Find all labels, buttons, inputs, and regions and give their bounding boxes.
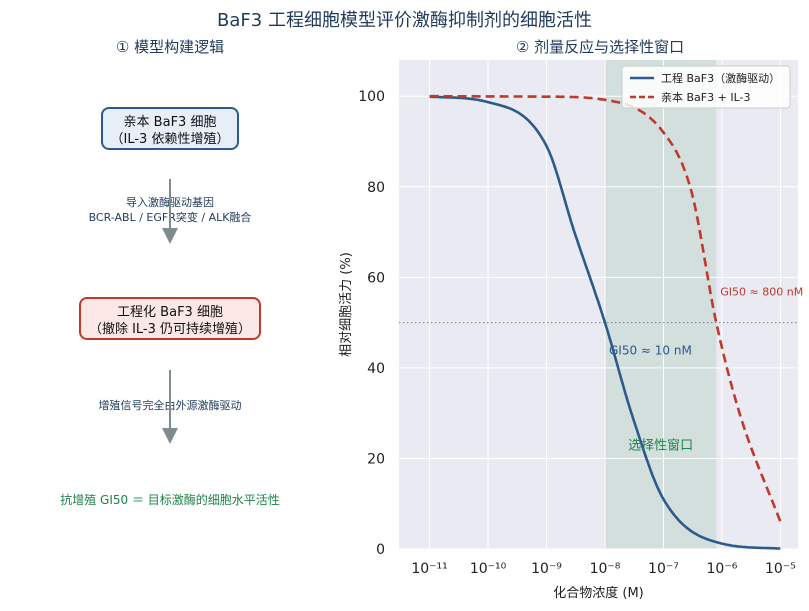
selectivity-window — [604, 60, 717, 549]
right-panel-subtitle: ② 剂量反应与选择性窗口 — [515, 38, 685, 56]
x-tick-label: 10⁻⁵ — [765, 561, 796, 577]
legend-label: 工程 BaF3（激酶驱动） — [661, 71, 780, 85]
engineered-cell-box: 工程化 BaF3 细胞 （撤除 IL-3 仍可持续增殖） — [79, 297, 261, 340]
engineered-baf3-curve — [429, 95, 781, 550]
gi50-parental-label: GI50 ≈ 800 nM — [720, 285, 803, 298]
engineered-cell-desc: （撤除 IL-3 仍可持续增殖） — [88, 322, 252, 337]
legend-label: 亲本 BaF3 + IL-3 — [661, 90, 750, 104]
y-tick-label: 100 — [358, 89, 385, 105]
x-tick-label: 10⁻⁹ — [531, 561, 562, 577]
parental-baf3-curve — [429, 94, 782, 523]
y-axis-title: 相对细胞活力 (%) — [339, 252, 354, 357]
y-tick-label: 80 — [367, 180, 385, 196]
x-tick-label: 10⁻⁸ — [590, 561, 621, 577]
selectivity-window-label: 选择性窗口 — [628, 437, 693, 453]
figure-title: BaF3 工程细胞模型评价激酶抑制剂的细胞活性 — [217, 10, 592, 31]
x-tick-label: 10⁻¹⁰ — [470, 561, 507, 577]
y-tick-label: 40 — [367, 361, 385, 377]
x-tick-label: 10⁻¹¹ — [411, 561, 447, 577]
parent-cell-label: 亲本 BaF3 细胞 — [123, 115, 217, 130]
y-tick-label: 20 — [367, 451, 385, 467]
left-panel-subtitle: ① 模型构建逻辑 — [115, 38, 225, 56]
x-tick-label: 10⁻⁷ — [648, 561, 679, 577]
x-tick-label: 10⁻⁶ — [707, 561, 738, 577]
gi50-conclusion: 抗增殖 GI50 ＝ 目标激酶的细胞水平活性 — [60, 493, 280, 507]
engineered-cell-label: 工程化 BaF3 细胞 — [117, 305, 223, 320]
parent-cell-desc: （IL-3 依赖性增殖） — [110, 132, 230, 147]
x-axis-title: 化合物浓度 (M) — [553, 585, 644, 601]
legend-box — [621, 65, 791, 109]
y-tick-label: 0 — [376, 542, 385, 558]
gi50-engineered-label: GI50 ≈ 10 nM — [609, 343, 692, 357]
y-tick-label: 60 — [367, 270, 385, 286]
parent-cell-box: 亲本 BaF3 细胞 （IL-3 依赖性增殖） — [101, 107, 239, 150]
